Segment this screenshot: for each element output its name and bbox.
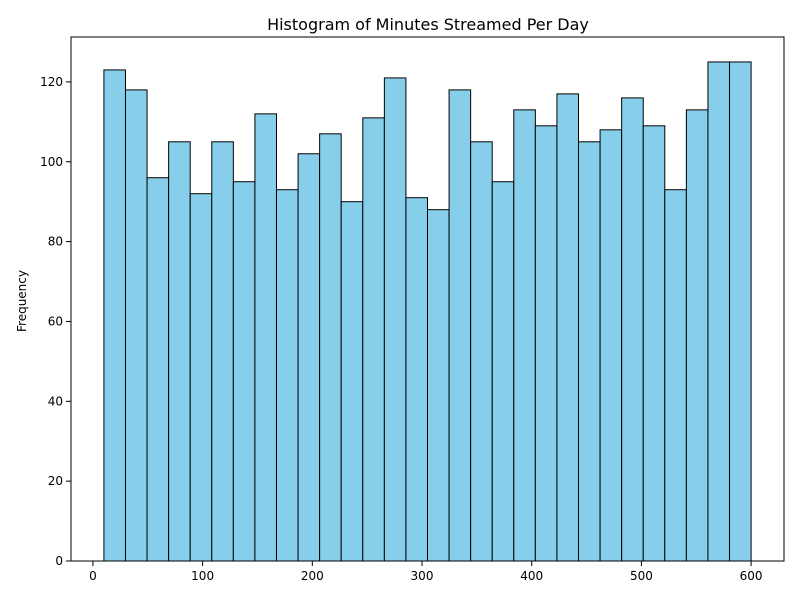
histogram-bar-27 [685, 109, 709, 562]
histogram-bar-6 [232, 181, 256, 562]
histogram-bar-17 [470, 141, 493, 562]
histogram-bar-22 [578, 141, 601, 562]
x-tick-label-1: 100 [191, 569, 214, 583]
histogram-bar-0 [103, 69, 126, 562]
histogram-bar-24 [621, 97, 644, 562]
chart-title: Histogram of Minutes Streamed Per Day [267, 15, 589, 34]
histogram-bar-18 [491, 181, 515, 562]
y-tick-label-6: 120 [40, 75, 63, 89]
histogram-bar-10 [319, 133, 342, 562]
y-tick-label-3: 60 [48, 314, 63, 328]
y-tick-label-2: 40 [48, 394, 63, 408]
histogram-bar-21 [556, 93, 580, 562]
histogram-bar-7 [254, 113, 277, 562]
x-tick-label-4: 400 [520, 569, 543, 583]
histogram-bar-9 [297, 153, 321, 562]
x-tick-label-3: 300 [411, 569, 434, 583]
x-axis-ticks: 0 100 200 300 400 500 600 [89, 561, 763, 583]
histogram-bar-14 [405, 197, 428, 562]
y-axis-ticks: 0 20 40 60 80 100 120 [40, 75, 71, 568]
x-tick-label-6: 600 [740, 569, 763, 583]
histogram-bar-19 [513, 109, 536, 562]
histogram-bar-3 [168, 141, 191, 562]
histogram-bar-29 [729, 61, 752, 562]
histogram-bar-2 [146, 177, 170, 562]
histogram-bar-4 [189, 193, 213, 562]
histogram-bars [103, 61, 752, 562]
x-tick-label-2: 200 [301, 569, 324, 583]
histogram-bar-23 [599, 129, 623, 562]
histogram-bar-16 [448, 89, 472, 562]
x-tick-label-0: 0 [89, 569, 97, 583]
histogram-bar-26 [664, 189, 687, 562]
histogram-bar-12 [362, 117, 385, 562]
histogram-bar-20 [534, 125, 558, 562]
histogram-bar-5 [211, 141, 234, 562]
histogram-bar-28 [707, 61, 731, 562]
histogram-bar-1 [124, 89, 148, 562]
y-tick-label-0: 0 [55, 554, 63, 568]
histogram-bar-8 [275, 189, 299, 562]
histogram-bar-25 [642, 125, 666, 562]
y-tick-label-5: 100 [40, 155, 63, 169]
x-tick-label-5: 500 [630, 569, 653, 583]
histogram-bar-13 [383, 77, 407, 562]
histogram-bar-11 [340, 201, 364, 562]
plot-frame [70, 36, 785, 562]
y-tick-label-4: 80 [48, 235, 63, 249]
y-axis-label: Frequency [15, 270, 29, 332]
histogram-bar-15 [427, 209, 450, 562]
y-tick-label-1: 20 [48, 474, 63, 488]
